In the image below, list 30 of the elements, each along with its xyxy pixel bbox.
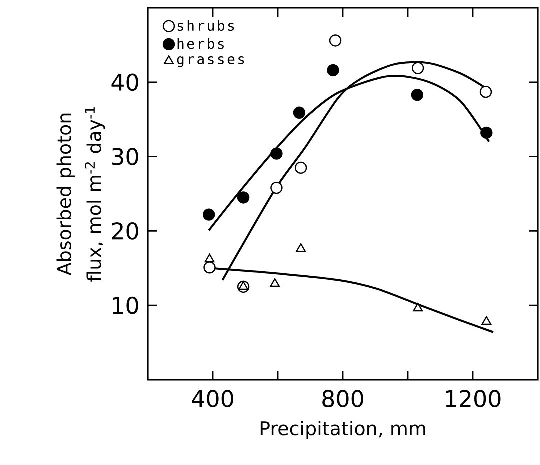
legend-label: grasses — [177, 56, 244, 68]
x-tick-label: 400 — [192, 390, 234, 408]
y-tick-label: 30 — [112, 148, 138, 166]
point — [329, 34, 342, 47]
x-tick-label: 1200 — [446, 390, 501, 408]
y-tick-label: 20 — [112, 222, 138, 240]
point — [480, 86, 492, 98]
point — [237, 192, 250, 204]
point — [412, 62, 424, 74]
point — [270, 182, 283, 194]
legend-label: herbs — [178, 38, 224, 50]
point — [480, 126, 493, 140]
x-tick-label: 800 — [322, 390, 364, 408]
y-tick-label: 10 — [113, 296, 138, 314]
point — [296, 243, 306, 252]
point — [203, 208, 216, 221]
point — [413, 302, 424, 312]
point — [204, 262, 216, 274]
point — [293, 106, 306, 119]
point — [238, 281, 248, 290]
point — [482, 316, 492, 326]
point — [411, 88, 424, 102]
y-tick-label: 40 — [112, 74, 138, 92]
x-axis-title: Precipitation, mm — [260, 420, 426, 440]
point — [270, 148, 283, 160]
point — [327, 64, 340, 77]
point — [294, 162, 308, 174]
point — [204, 254, 215, 263]
point — [270, 278, 280, 288]
legend-label: shrubs — [178, 20, 234, 32]
